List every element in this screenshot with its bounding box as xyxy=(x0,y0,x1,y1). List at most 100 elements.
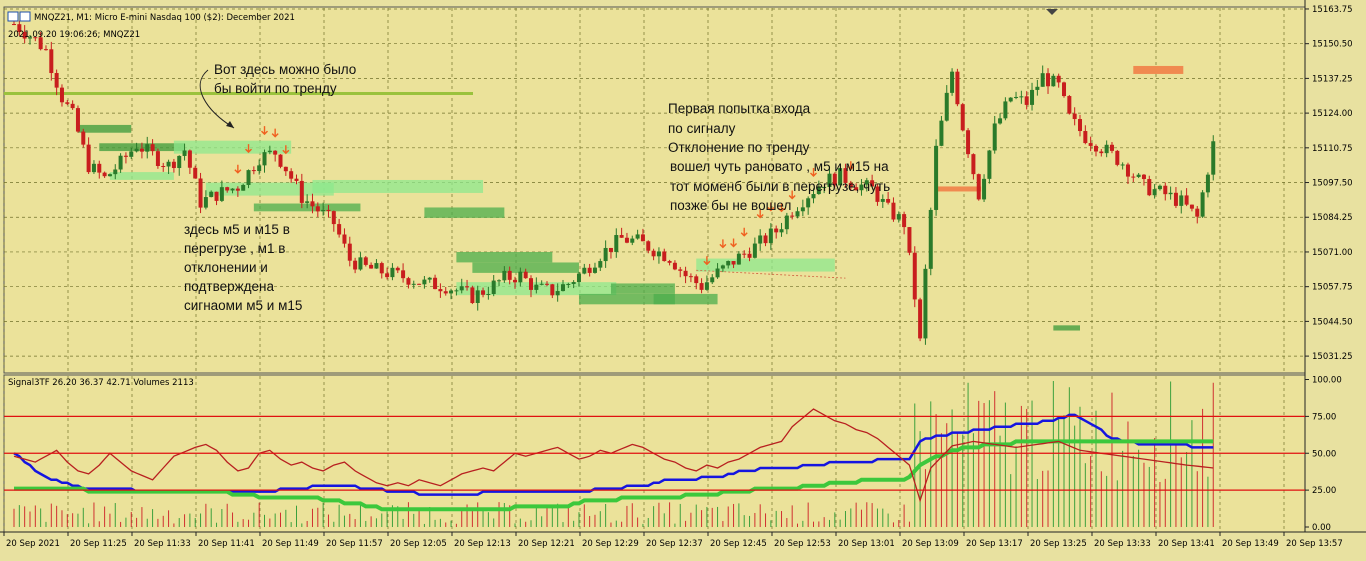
window-menu-icon[interactable] xyxy=(7,11,19,22)
indicator-tick-label: 0.00 xyxy=(1312,523,1331,533)
candle-body xyxy=(70,103,75,109)
candle-body xyxy=(667,261,672,263)
candle-body xyxy=(299,180,304,203)
candle-body xyxy=(1062,82,1067,97)
price-tick-label: 15057.75 xyxy=(1312,283,1353,293)
candle-body xyxy=(38,37,43,50)
time-tick-label: 20 Sep 13:33 xyxy=(1094,539,1151,549)
candle-body xyxy=(513,279,518,283)
price-tick-label: 15110.75 xyxy=(1312,144,1353,154)
annotation-line: сигнаоми м5 и м15 xyxy=(184,298,302,313)
candle-body xyxy=(854,187,859,191)
time-tick-label: 20 Sep 13:25 xyxy=(1030,539,1087,549)
annotation-line: подтверждена xyxy=(184,279,274,294)
annotation-pointer xyxy=(199,69,235,129)
candle-body xyxy=(1131,176,1136,178)
signal-zone xyxy=(696,258,835,272)
candle-body xyxy=(1120,164,1125,166)
candle-body xyxy=(139,148,144,152)
time-tick-label: 20 Sep 12:13 xyxy=(454,539,511,549)
candle-body xyxy=(630,238,635,243)
candle-body xyxy=(736,253,741,265)
candle-body xyxy=(422,279,427,285)
annotation-line: по сигналу xyxy=(668,121,736,136)
candle-body xyxy=(1024,96,1029,105)
candle-body xyxy=(161,165,166,167)
candle-body xyxy=(187,150,192,168)
candle-body xyxy=(790,215,795,217)
time-tick-label: 20 Sep 11:49 xyxy=(262,539,319,549)
candle-body xyxy=(486,293,491,295)
indicator-label: Signal3TF 26.20 36.37 42.71 Volumes 2113 xyxy=(8,378,194,388)
annotation-line: перегрузе , м1 в xyxy=(184,241,285,256)
candle-body xyxy=(539,283,544,285)
candle-body xyxy=(763,235,768,244)
candle-body xyxy=(27,37,32,39)
annotation-line: бы войти по тренду xyxy=(214,81,337,96)
annotation-line: позже бы не вошел xyxy=(670,198,791,213)
signal-zone xyxy=(424,207,505,218)
candle-body xyxy=(859,184,864,191)
candle-body xyxy=(326,209,331,212)
candle-body xyxy=(1104,144,1109,154)
signal-zone xyxy=(578,293,675,305)
candle-body xyxy=(902,214,907,228)
sell-signal-arrow xyxy=(788,190,796,200)
candle-body xyxy=(1030,89,1035,105)
candle-body xyxy=(758,235,763,244)
time-tick-label: 20 Sep 13:49 xyxy=(1222,539,1279,549)
candle-body xyxy=(678,269,683,271)
candle-body xyxy=(1147,179,1152,196)
signal-zone xyxy=(653,293,718,305)
signal-zone xyxy=(312,179,484,193)
candle-body xyxy=(795,211,800,217)
candle-body xyxy=(838,168,843,186)
time-tick-label: 20 Sep 12:45 xyxy=(710,539,767,549)
candle-body xyxy=(1205,174,1210,193)
candle-body xyxy=(507,270,512,280)
sell-signal-arrow xyxy=(719,239,727,249)
candle-body xyxy=(1040,73,1045,87)
candle-body xyxy=(331,211,336,225)
sell-signal-arrow xyxy=(810,168,817,178)
candle-body xyxy=(1152,189,1157,196)
candle-body xyxy=(225,187,230,191)
candle-body xyxy=(443,291,448,294)
candle-body xyxy=(433,277,438,290)
sell-signal-arrow xyxy=(778,203,786,213)
price-tick-label: 15163.75 xyxy=(1312,5,1353,15)
candle-body xyxy=(465,286,470,288)
time-tick-label: 20 Sep 12:05 xyxy=(390,539,447,549)
candle-body xyxy=(374,263,379,269)
candle-body xyxy=(81,131,86,145)
time-tick-label: 20 Sep 11:25 xyxy=(70,539,127,549)
price-tick-label: 15124.00 xyxy=(1312,109,1353,119)
candle-body xyxy=(267,150,272,153)
candle-body xyxy=(1136,174,1141,177)
candle-body xyxy=(406,278,411,285)
candle-body xyxy=(337,224,342,235)
candle-body xyxy=(635,234,640,239)
candle-body xyxy=(1163,185,1168,195)
candle-body xyxy=(731,261,736,265)
candle-body xyxy=(502,270,507,281)
window-restore-icon[interactable] xyxy=(19,11,31,22)
annotation-line: отклонении и xyxy=(184,260,268,275)
candle-body xyxy=(944,92,949,121)
candle-body xyxy=(241,184,246,191)
time-tick-label: 20 Sep 13:57 xyxy=(1286,539,1343,549)
time-tick-label: 20 Sep 11:33 xyxy=(134,539,191,549)
candle-body xyxy=(1099,151,1104,154)
candle-body xyxy=(784,215,789,230)
candle-body xyxy=(912,252,917,300)
candle-body xyxy=(982,178,987,200)
shift-marker-icon[interactable] xyxy=(1046,9,1058,15)
candle-body xyxy=(694,276,699,284)
candle-body xyxy=(283,166,288,172)
candle-body xyxy=(587,267,592,273)
candle-body xyxy=(33,37,38,39)
candle-body xyxy=(870,180,875,187)
candle-body xyxy=(321,209,326,212)
candle-body xyxy=(1189,204,1194,209)
candle-body xyxy=(22,31,27,39)
